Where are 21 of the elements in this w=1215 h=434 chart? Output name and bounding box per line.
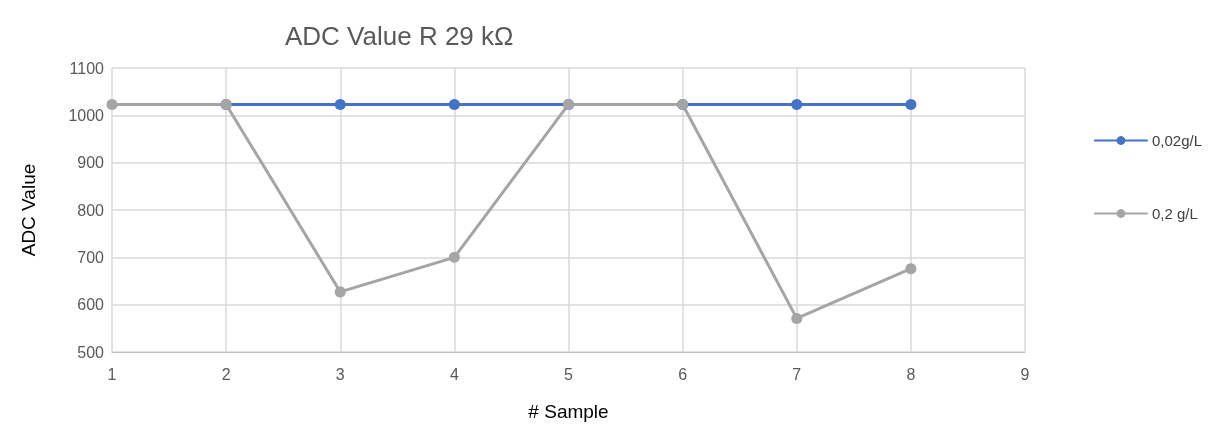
x-tick-label: 3	[335, 365, 345, 383]
y-tick-label: 700	[77, 248, 105, 266]
legend-label: 0,02g/L	[1151, 132, 1202, 149]
y-tick-label: 500	[77, 343, 105, 361]
x-tick-label: 6	[678, 365, 688, 383]
y-tick-label: 600	[77, 296, 105, 314]
y-tick-label: 1100	[69, 59, 105, 77]
y-tick-label: 800	[77, 201, 105, 219]
y-tick-label: 1000	[68, 106, 105, 124]
y-axis-title: ADC Value	[18, 163, 39, 257]
x-tick-label: 4	[449, 365, 459, 383]
legend-label: 0,2 g/L	[1151, 205, 1198, 222]
y-tick-label: 900	[77, 154, 105, 172]
x-tick-label: 7	[792, 365, 802, 383]
x-tick-label: 9	[1020, 365, 1030, 383]
x-tick-label: 2	[221, 365, 231, 383]
chart-title: ADC Value R 29 kΩ	[285, 21, 514, 51]
x-tick-label: 8	[906, 365, 916, 383]
x-axis-title: # Sample	[528, 401, 609, 422]
x-tick-label: 5	[564, 365, 574, 383]
x-tick-label: 1	[107, 365, 117, 383]
